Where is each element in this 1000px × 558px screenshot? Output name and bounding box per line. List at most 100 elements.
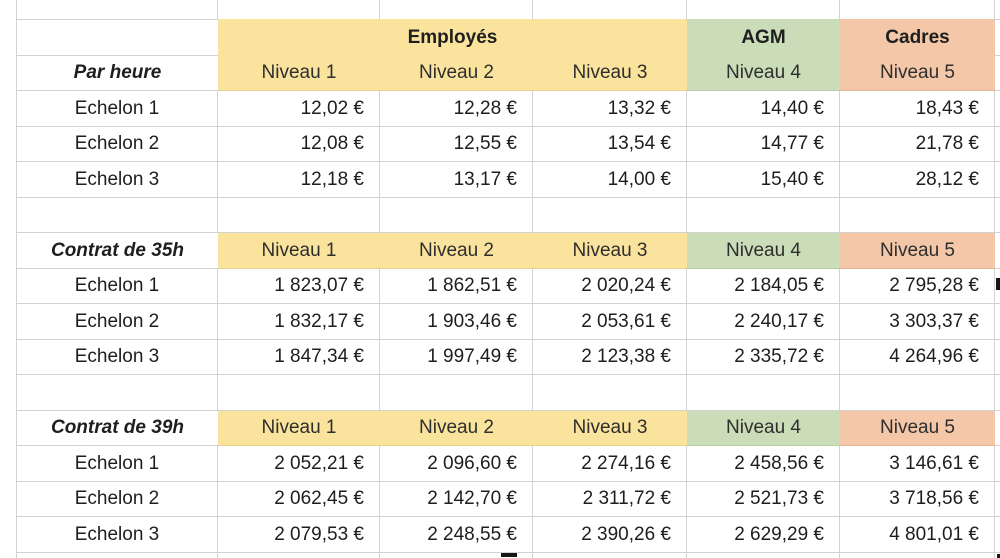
- bottom-margin-cell: [218, 552, 380, 558]
- value-cell[interactable]: 12,18 €: [218, 162, 380, 198]
- level-header[interactable]: Niveau 3: [533, 55, 687, 91]
- value-cell[interactable]: 2 390,26 €: [533, 517, 687, 553]
- level-header[interactable]: Niveau 5: [840, 55, 995, 91]
- value-cell[interactable]: 3 718,56 €: [840, 481, 995, 517]
- spacer-cell[interactable]: [533, 375, 687, 411]
- level-header[interactable]: Niveau 2: [380, 410, 533, 446]
- right-margin-cell: [995, 269, 1000, 304]
- value-cell[interactable]: 21,78 €: [840, 126, 995, 162]
- value-cell[interactable]: 13,54 €: [533, 126, 687, 162]
- value-cell[interactable]: 4 264,96 €: [840, 339, 995, 375]
- value-cell[interactable]: 14,00 €: [533, 162, 687, 198]
- value-cell[interactable]: 15,40 €: [687, 162, 840, 198]
- value-cell[interactable]: 2 142,70 €: [380, 481, 533, 517]
- row-label[interactable]: Echelon 1: [16, 91, 218, 127]
- value-cell[interactable]: 2 240,17 €: [687, 304, 840, 340]
- right-margin-cell: [995, 127, 1000, 162]
- section-title[interactable]: Contrat de 35h: [16, 233, 218, 269]
- row-label[interactable]: Echelon 3: [16, 339, 218, 375]
- level-header[interactable]: Niveau 4: [687, 410, 840, 446]
- value-cell[interactable]: 12,08 €: [218, 126, 380, 162]
- row-label[interactable]: Echelon 3: [16, 517, 218, 553]
- value-cell[interactable]: 2 079,53 €: [218, 517, 380, 553]
- value-cell[interactable]: 1 862,51 €: [380, 268, 533, 304]
- spacer-cell[interactable]: [16, 375, 218, 411]
- level-header[interactable]: Niveau 4: [687, 55, 840, 91]
- value-cell[interactable]: 13,17 €: [380, 162, 533, 198]
- level-header[interactable]: Niveau 1: [218, 233, 380, 269]
- level-header[interactable]: Niveau 2: [380, 233, 533, 269]
- group-header-agm[interactable]: AGM: [687, 20, 840, 56]
- value-cell[interactable]: 2 521,73 €: [687, 481, 840, 517]
- value-cell[interactable]: 2 062,45 €: [218, 481, 380, 517]
- spacer-cell[interactable]: [218, 375, 380, 411]
- spacer-cell[interactable]: [218, 197, 380, 233]
- level-header[interactable]: Niveau 5: [840, 233, 995, 269]
- value-cell[interactable]: 1 823,07 €: [218, 268, 380, 304]
- value-cell[interactable]: 2 184,05 €: [687, 268, 840, 304]
- value-cell[interactable]: 2 248,55 €: [380, 517, 533, 553]
- value-cell[interactable]: 3 303,37 €: [840, 304, 995, 340]
- value-cell[interactable]: 12,55 €: [380, 126, 533, 162]
- level-header[interactable]: Niveau 5: [840, 410, 995, 446]
- value-cell[interactable]: 13,32 €: [533, 91, 687, 127]
- value-cell[interactable]: 2 020,24 €: [533, 268, 687, 304]
- value-cell[interactable]: 2 311,72 €: [533, 481, 687, 517]
- row-label[interactable]: Echelon 3: [16, 162, 218, 198]
- top-margin-cell: [840, 0, 995, 20]
- value-cell[interactable]: 1 832,17 €: [218, 304, 380, 340]
- value-cell[interactable]: 2 096,60 €: [380, 446, 533, 482]
- section-title[interactable]: Contrat de 39h: [16, 410, 218, 446]
- row-label[interactable]: Echelon 2: [16, 481, 218, 517]
- value-cell[interactable]: 14,40 €: [687, 91, 840, 127]
- spacer-cell[interactable]: [840, 375, 995, 411]
- value-cell[interactable]: 4 801,01 €: [840, 517, 995, 553]
- value-cell[interactable]: 1 997,49 €: [380, 339, 533, 375]
- value-cell[interactable]: 2 274,16 €: [533, 446, 687, 482]
- value-cell[interactable]: 12,28 €: [380, 91, 533, 127]
- level-header[interactable]: Niveau 1: [218, 55, 380, 91]
- spacer-cell[interactable]: [380, 197, 533, 233]
- level-header[interactable]: Niveau 3: [533, 233, 687, 269]
- group-header-cadres[interactable]: Cadres: [840, 20, 995, 56]
- top-margin-cell: [533, 0, 687, 20]
- value-cell[interactable]: 14,77 €: [687, 126, 840, 162]
- bottom-margin-cell: [380, 552, 533, 558]
- level-header[interactable]: Niveau 3: [533, 410, 687, 446]
- section-title[interactable]: Par heure: [16, 55, 218, 91]
- level-header[interactable]: Niveau 1: [218, 410, 380, 446]
- corner-cell[interactable]: [16, 20, 218, 56]
- row-label[interactable]: Echelon 1: [16, 446, 218, 482]
- row-label[interactable]: Echelon 1: [16, 268, 218, 304]
- value-cell[interactable]: 28,12 €: [840, 162, 995, 198]
- row-label[interactable]: Echelon 2: [16, 304, 218, 340]
- right-margin-cell: [995, 482, 1000, 517]
- level-header[interactable]: Niveau 4: [687, 233, 840, 269]
- value-cell[interactable]: 1 903,46 €: [380, 304, 533, 340]
- value-cell[interactable]: 2 629,29 €: [687, 517, 840, 553]
- value-cell[interactable]: 2 795,28 €: [840, 268, 995, 304]
- value-cell[interactable]: 2 458,56 €: [687, 446, 840, 482]
- value-cell[interactable]: 1 847,34 €: [218, 339, 380, 375]
- value-cell[interactable]: 3 146,61 €: [840, 446, 995, 482]
- spacer-cell[interactable]: [16, 197, 218, 233]
- value-cell[interactable]: 2 052,21 €: [218, 446, 380, 482]
- spacer-cell[interactable]: [687, 375, 840, 411]
- value-cell[interactable]: 12,02 €: [218, 91, 380, 127]
- right-margin-cell: [995, 91, 1000, 127]
- spacer-cell[interactable]: [840, 197, 995, 233]
- spacer-cell[interactable]: [687, 197, 840, 233]
- value-cell[interactable]: 2 335,72 €: [687, 339, 840, 375]
- group-header-employes[interactable]: Employés: [218, 20, 687, 56]
- right-margin-cell: [995, 20, 1000, 56]
- level-header[interactable]: Niveau 2: [380, 55, 533, 91]
- value-cell[interactable]: 2 123,38 €: [533, 339, 687, 375]
- spacer-cell[interactable]: [380, 375, 533, 411]
- row-label[interactable]: Echelon 2: [16, 126, 218, 162]
- value-cell[interactable]: 2 053,61 €: [533, 304, 687, 340]
- value-cell[interactable]: 18,43 €: [840, 91, 995, 127]
- right-margin-cell: [995, 340, 1000, 375]
- spacer-cell[interactable]: [533, 197, 687, 233]
- bottom-margin-cell: [840, 552, 995, 558]
